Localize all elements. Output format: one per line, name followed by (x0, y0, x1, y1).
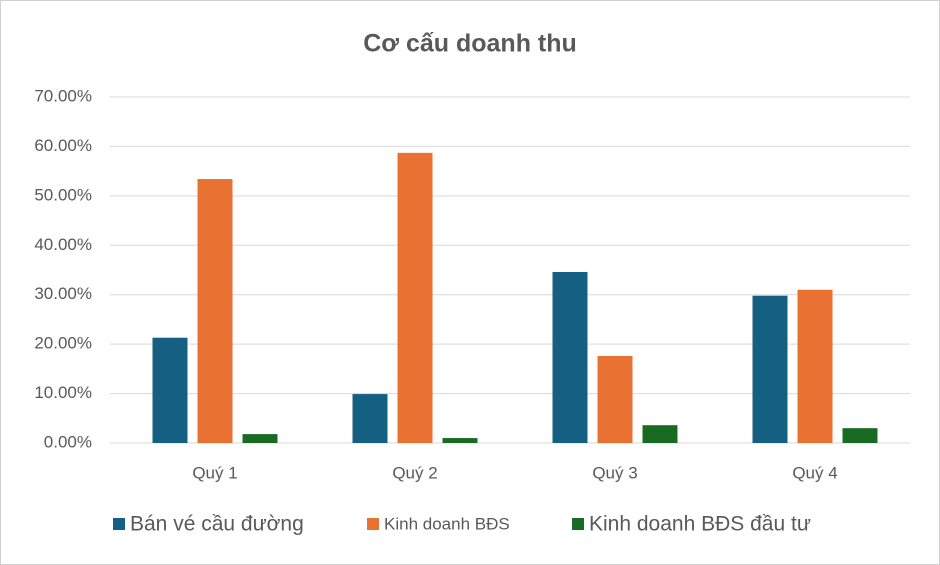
x-tick-label: Quý 4 (792, 463, 837, 482)
y-tick-label: 10.00% (34, 383, 92, 402)
y-tick-label: 20.00% (34, 334, 92, 353)
x-tick-label: Quý 2 (392, 463, 437, 482)
bar (197, 179, 233, 443)
y-tick-label: 40.00% (34, 235, 92, 254)
y-tick-label: 0.00% (44, 432, 92, 451)
bar (597, 356, 633, 443)
y-tick-label: 30.00% (34, 284, 92, 303)
x-tick-label: Quý 1 (192, 463, 237, 482)
legend-label: Kinh doanh BĐS (384, 514, 510, 533)
bar (642, 425, 678, 443)
bar (242, 434, 278, 443)
legend-swatch (367, 518, 379, 530)
bar (152, 337, 188, 443)
bar (442, 438, 478, 443)
legend-swatch (113, 518, 125, 530)
bar (352, 394, 388, 443)
legend-label: Kinh doanh BĐS đầu tư (589, 513, 811, 536)
bar (397, 152, 433, 443)
legend-swatch (572, 518, 584, 530)
y-tick-label: 50.00% (34, 185, 92, 204)
bar (842, 428, 878, 443)
legend-label: Bán vé cầu đường (130, 513, 304, 536)
chart-title: Cơ cấu doanh thu (363, 30, 577, 58)
bar (797, 289, 833, 443)
bar (552, 271, 588, 443)
y-tick-label: 70.00% (34, 86, 92, 105)
bar (752, 295, 788, 443)
x-tick-label: Quý 3 (592, 463, 637, 482)
y-tick-label: 60.00% (34, 136, 92, 155)
